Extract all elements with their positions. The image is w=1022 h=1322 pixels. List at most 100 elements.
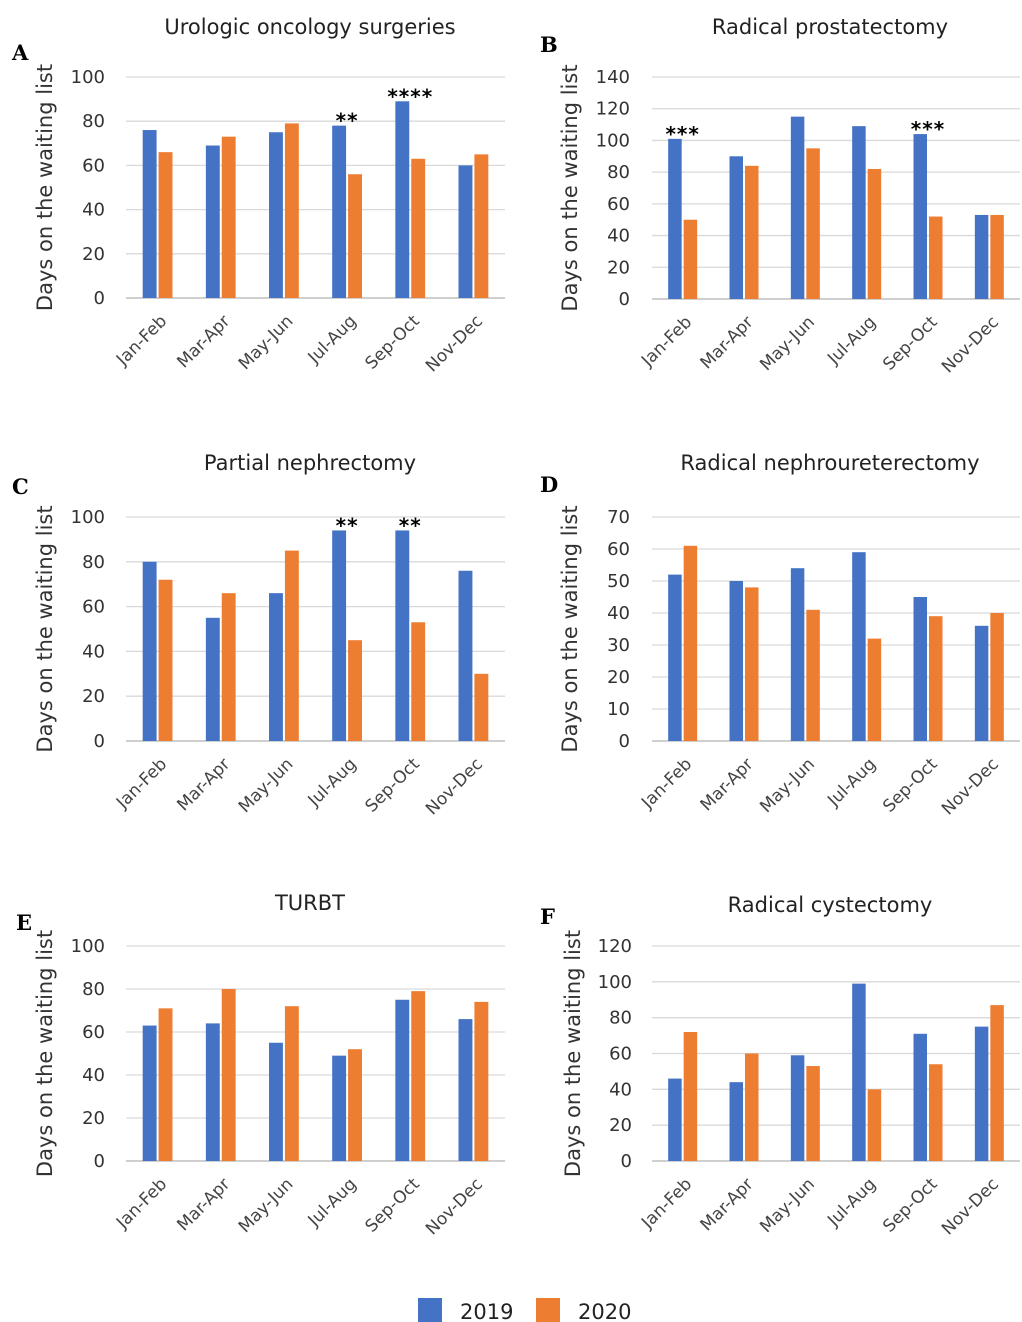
bar-2019-jan-feb	[668, 574, 682, 741]
bar-2020-sep-oct	[929, 216, 943, 299]
bar-2019-may-jun	[790, 116, 805, 300]
x-tick-label: Sep-Oct	[362, 754, 424, 816]
panel-letter: C	[12, 474, 29, 499]
bar-2019-mar-apr	[729, 581, 743, 741]
significance-label: ****	[387, 84, 433, 108]
bar-2019-jul-aug	[332, 530, 347, 741]
bar-2019-nov-dec	[458, 570, 473, 741]
y-tick-label: 40	[82, 641, 105, 662]
x-tick-label: Sep-Oct	[879, 312, 941, 374]
x-tick-label: Mar-Apr	[697, 754, 758, 815]
panel-letter: F	[540, 904, 555, 929]
bar-2020-mar-apr	[745, 587, 759, 741]
bar-2019-jan-feb	[142, 561, 157, 741]
bar-2019-nov-dec	[974, 625, 989, 741]
bar-2019-sep-oct	[395, 999, 410, 1161]
chart-title: TURBT	[274, 891, 345, 915]
bar-2020-jul-aug	[867, 168, 882, 299]
bar-2019-sep-oct	[395, 530, 410, 741]
bar-2020-mar-apr	[221, 136, 236, 298]
bar-2019-nov-dec	[974, 214, 989, 299]
x-tick-label: Jul-Aug	[304, 1174, 361, 1231]
significance-label: ***	[665, 122, 699, 146]
x-tick-label: May-Jun	[756, 754, 819, 817]
bar-2019-jul-aug	[332, 125, 347, 299]
y-axis-label: Days on the waiting list	[33, 930, 57, 1177]
bar-2020-nov-dec	[474, 154, 489, 298]
y-tick-label: 0	[94, 1151, 105, 1172]
bar-2020-jan-feb	[158, 579, 173, 741]
chart-panel-d: D Radical nephroureterectomy 0 10 20 30 40 50 60…	[540, 451, 1020, 819]
bar-2019-may-jun	[269, 1042, 283, 1161]
bar-2020-nov-dec	[990, 1005, 1004, 1161]
x-tick-label: Jul-Aug	[823, 754, 880, 811]
x-tick-label: Jan-Feb	[637, 754, 696, 813]
y-tick-label: 0	[619, 731, 630, 752]
y-tick-label: 60	[82, 155, 105, 176]
legend-label-2020: 2020	[578, 1300, 631, 1322]
bar-2020-nov-dec	[990, 613, 1004, 741]
bar-2020-may-jun	[806, 148, 820, 299]
bar-2019-may-jun	[790, 1055, 805, 1161]
y-tick-label: 100	[598, 972, 632, 993]
y-tick-label: 100	[596, 130, 630, 151]
y-axis-label: Days on the waiting list	[558, 505, 582, 752]
bar-2020-may-jun	[284, 1006, 299, 1161]
y-tick-label: 0	[621, 1151, 632, 1172]
y-axis-label: Days on the waiting list	[33, 64, 57, 311]
y-tick-label: 120	[598, 936, 632, 957]
panel-letter: B	[540, 32, 558, 57]
chart-panel-e: E TURBT 0 20 40 60 80 100 Days on the waiting li…	[16, 891, 505, 1239]
bar-2019-jul-aug	[852, 126, 866, 300]
bar-2019-mar-apr	[205, 617, 220, 741]
bar-2020-sep-oct	[411, 158, 426, 298]
bar-2020-jan-feb	[683, 545, 698, 741]
y-tick-label: 20	[82, 244, 105, 265]
chart-panel-c: C Partial nephrectomy 0 20 40 60 80 100 Days on …	[12, 451, 505, 819]
y-tick-label: 40	[607, 603, 630, 624]
bar-2019-sep-oct	[913, 597, 927, 741]
x-tick-label: Jan-Feb	[112, 311, 171, 370]
bar-2019-mar-apr	[729, 156, 743, 299]
bar-2019-mar-apr	[205, 145, 220, 298]
bar-2020-mar-apr	[745, 165, 759, 299]
bar-2020-mar-apr	[221, 593, 236, 741]
x-tick-label: May-Jun	[235, 754, 298, 817]
x-tick-label: May-Jun	[235, 1174, 298, 1237]
x-tick-label: May-Jun	[756, 312, 819, 375]
bar-2020-sep-oct	[929, 1064, 943, 1161]
bar-2019-jan-feb	[668, 138, 682, 299]
x-tick-label: May-Jun	[756, 1174, 819, 1237]
bar-2020-jul-aug	[348, 640, 362, 741]
bar-2019-jul-aug	[332, 1055, 347, 1161]
y-tick-label: 0	[619, 289, 630, 310]
y-axis-label: Days on the waiting list	[33, 505, 57, 752]
bar-2019-mar-apr	[729, 1082, 743, 1161]
bar-2019-nov-dec	[974, 1026, 989, 1161]
bar-2019-may-jun	[269, 132, 283, 298]
panel-letter: E	[16, 910, 32, 935]
bar-2020-nov-dec	[474, 1001, 489, 1161]
x-tick-label: Sep-Oct	[362, 311, 424, 373]
bar-2019-jan-feb	[142, 130, 157, 298]
legend: 2019 2020	[418, 1298, 631, 1322]
x-tick-label: Jan-Feb	[637, 1174, 696, 1233]
x-tick-label: Sep-Oct	[879, 1174, 941, 1236]
y-tick-label: 20	[607, 257, 630, 278]
x-tick-label: Nov-Dec	[422, 311, 487, 376]
y-tick-label: 80	[82, 979, 105, 1000]
chart-title: Partial nephrectomy	[204, 451, 416, 475]
bar-2019-nov-dec	[458, 165, 473, 298]
y-tick-label: 60	[607, 194, 630, 215]
y-tick-label: 0	[94, 288, 105, 309]
y-tick-label: 40	[607, 226, 630, 247]
x-tick-label: Jul-Aug	[304, 754, 361, 811]
bar-2020-sep-oct	[411, 991, 426, 1161]
chart-title: Radical prostatectomy	[712, 15, 948, 39]
bar-2019-sep-oct	[913, 1033, 927, 1161]
x-tick-label: Jul-Aug	[823, 312, 880, 369]
x-tick-label: Mar-Apr	[173, 754, 234, 815]
y-tick-label: 120	[596, 99, 630, 120]
